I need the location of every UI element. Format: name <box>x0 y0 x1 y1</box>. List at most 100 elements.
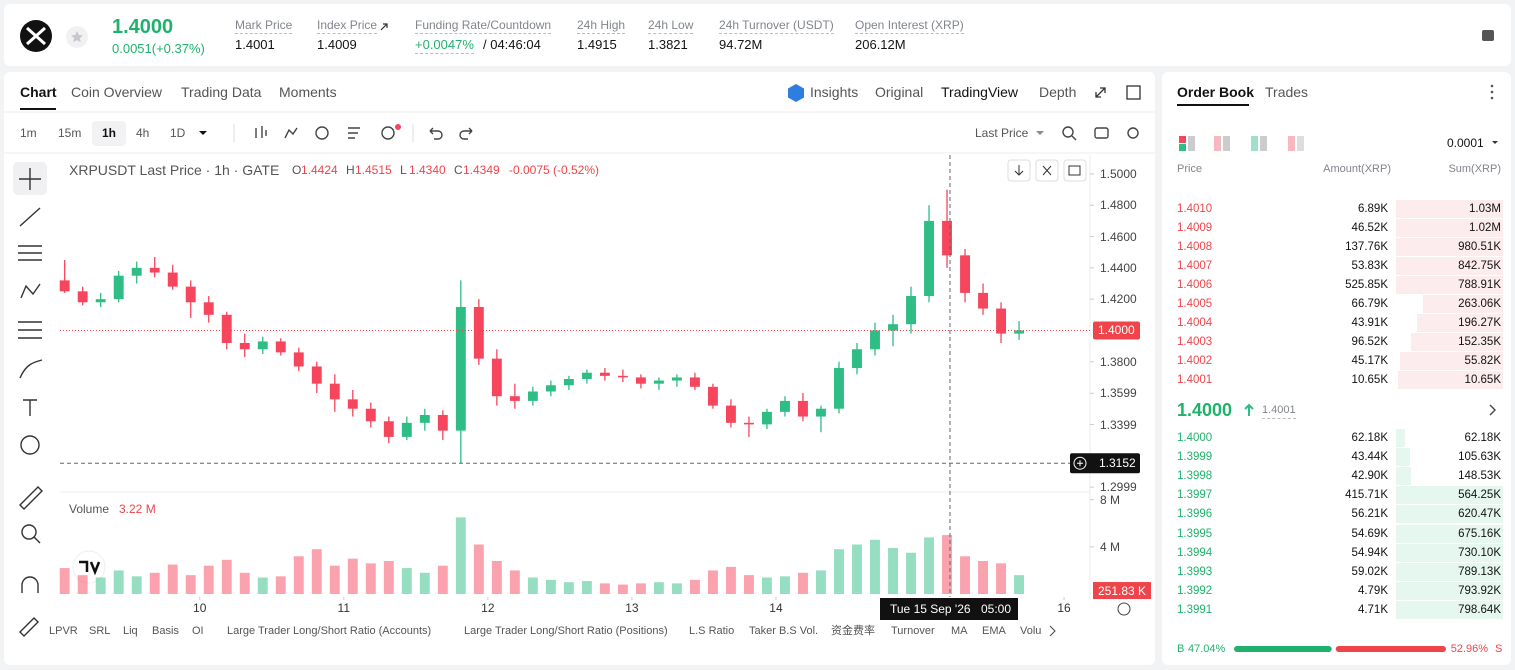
candle-body <box>527 391 538 401</box>
depth-bar <box>1396 505 1503 524</box>
stat-label[interactable]: Mark Price <box>235 18 293 34</box>
candle-body <box>870 330 880 350</box>
view-tab[interactable]: Depth <box>1039 84 1077 100</box>
book-price[interactable]: 1.3992 <box>1177 584 1213 597</box>
interval[interactable]: 4h <box>136 126 150 140</box>
indicator[interactable]: Large Trader Long/Short Ratio (Positions… <box>464 625 668 637</box>
y-tick-label: 1.3599 <box>1100 386 1137 401</box>
ohlc-value: 1.4424 <box>301 163 338 177</box>
book-price[interactable]: 1.4006 <box>1177 279 1213 291</box>
y-tick-label: 1.4600 <box>1100 229 1137 244</box>
book-price[interactable]: 1.4009 <box>1177 222 1213 234</box>
stat-label[interactable]: 24h High <box>577 18 626 34</box>
tab[interactable]: Chart <box>20 84 57 100</box>
depth-bar <box>1396 219 1503 237</box>
book-price[interactable]: 1.4002 <box>1177 355 1213 367</box>
book-price[interactable]: 1.3991 <box>1177 603 1213 616</box>
book-price[interactable]: 1.4010 <box>1177 203 1213 215</box>
chart-control[interactable] <box>1063 159 1087 182</box>
indicator[interactable]: Large Trader Long/Short Ratio (Accounts) <box>227 625 432 637</box>
book-view-icons[interactable] <box>1179 136 1304 151</box>
book-price[interactable]: 1.3998 <box>1177 470 1213 483</box>
tab[interactable]: Moments <box>279 84 337 100</box>
view-tab[interactable]: Original <box>875 84 924 100</box>
indicator[interactable]: 资金费率 <box>831 625 875 637</box>
indicator[interactable]: Turnover <box>891 625 935 637</box>
ohlc-key: H <box>346 163 355 177</box>
volume-bar <box>942 535 952 594</box>
indicator[interactable]: LPVR <box>49 625 78 637</box>
tab-underline <box>20 108 56 110</box>
book-price[interactable]: 1.4001 <box>1177 374 1213 386</box>
book-price[interactable]: 1.3995 <box>1177 527 1213 540</box>
indicator[interactable]: OI <box>192 625 204 637</box>
tab[interactable]: Coin Overview <box>71 84 163 100</box>
indicator[interactable]: Taker B.S Vol. <box>749 625 819 637</box>
candle-body <box>780 400 790 412</box>
book-price[interactable]: 1.4008 <box>1177 241 1213 253</box>
stat-label[interactable]: 24h Turnover (USDT) <box>719 18 834 34</box>
price-source-caret[interactable] <box>1036 131 1044 135</box>
depth-bar <box>1417 314 1503 332</box>
indicator[interactable]: Volu <box>1020 625 1042 637</box>
drawing-tools[interactable] <box>18 168 43 637</box>
ohlc-key: L <box>400 163 407 177</box>
candle-body <box>221 314 232 343</box>
add-alert <box>1073 456 1087 470</box>
tab[interactable]: Trading Data <box>181 84 262 100</box>
settings-icon[interactable] <box>1117 602 1131 616</box>
volume-bar <box>834 549 844 594</box>
book-price[interactable]: 1.3996 <box>1177 508 1213 521</box>
book-price[interactable]: 1.4005 <box>1177 298 1213 310</box>
candle-body <box>275 341 286 353</box>
stat-label[interactable]: Index Price <box>317 18 378 34</box>
book-price[interactable]: 1.4007 <box>1177 260 1213 272</box>
volume-bar <box>689 579 700 594</box>
interval[interactable]: 1h <box>102 126 117 140</box>
chevron[interactable] <box>1489 404 1496 416</box>
header-panel <box>4 4 1511 66</box>
book-price[interactable]: 1.4000 <box>1177 432 1213 444</box>
book-price[interactable]: 1.3999 <box>1177 451 1213 464</box>
view-tab[interactable]: Insights <box>810 84 859 100</box>
stat-label[interactable]: Funding Rate/Countdown <box>415 18 552 34</box>
book-amount: 415.71K <box>1345 489 1388 502</box>
toolbar-icons[interactable] <box>255 126 1139 141</box>
book-price[interactable]: 1.3997 <box>1177 489 1213 502</box>
interval-dropdown[interactable] <box>199 131 207 135</box>
header-menu-icon[interactable] <box>1482 30 1494 41</box>
book-sum: 730.10K <box>1458 546 1501 559</box>
indicator[interactable]: MA <box>951 625 968 637</box>
scroll-right[interactable] <box>1049 625 1056 637</box>
book-tab[interactable]: Order Book <box>1177 84 1255 100</box>
view-tab[interactable]: TradingView <box>941 84 1019 100</box>
stat-value: 94.72M <box>719 37 763 52</box>
indicator[interactable]: SRL <box>89 625 111 637</box>
price-source[interactable]: Last Price <box>975 126 1029 140</box>
book-price[interactable]: 1.4003 <box>1177 336 1213 348</box>
precision[interactable]: 0.0001 <box>1447 136 1484 150</box>
candle-body <box>293 352 304 367</box>
interval[interactable]: 15m <box>58 126 82 140</box>
stat-label[interactable]: Open Interest (XRP) <box>855 18 964 34</box>
candle-body <box>762 411 772 425</box>
book-price[interactable]: 1.3993 <box>1177 565 1213 578</box>
stat-label[interactable]: 24h Low <box>648 18 694 34</box>
buy-ratio: 47.04% <box>1188 643 1226 655</box>
book-price[interactable]: 1.4004 <box>1177 317 1213 329</box>
interval[interactable]: 1m <box>20 126 37 140</box>
expand-icon[interactable] <box>1095 87 1106 98</box>
volume-bar <box>221 559 232 594</box>
indicator[interactable]: Basis <box>152 625 179 637</box>
interval[interactable]: 1D <box>170 126 186 140</box>
indicator[interactable]: EMA <box>982 625 1006 637</box>
indicator[interactable]: L.S Ratio <box>689 625 735 637</box>
volume-marker-label: 251.83 K <box>1098 584 1147 599</box>
candle-body <box>960 255 970 293</box>
window-icon[interactable] <box>1126 85 1141 100</box>
book-price[interactable]: 1.3994 <box>1177 546 1213 559</box>
indicator[interactable]: Liq <box>123 625 138 637</box>
book-tab[interactable]: Trades <box>1265 84 1309 100</box>
book-amount: 96.52K <box>1351 336 1388 348</box>
precision-caret[interactable] <box>1492 141 1498 144</box>
